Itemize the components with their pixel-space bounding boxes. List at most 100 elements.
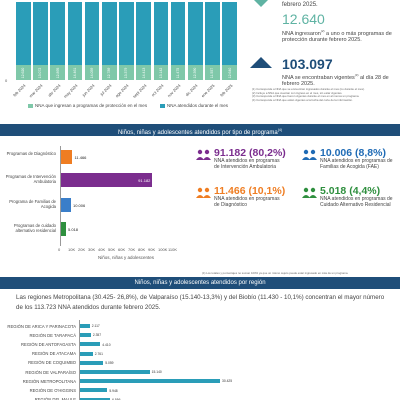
region-label: REGIÓN DE ATACAMA: [31, 351, 76, 357]
region-label: REGIÓN DE TARAPACÁ: [29, 332, 76, 338]
region-bar-value: 2.117: [91, 324, 100, 329]
programa-x-tick: 0: [58, 247, 61, 252]
bar-ingresos-1: [33, 65, 48, 80]
bar-ingresos-9: [170, 65, 186, 80]
footnotes-top: (1) Corresponde a NNA que se encuentran …: [252, 87, 365, 102]
region-label: REGIÓN DEL MAULE: [34, 397, 76, 400]
bar-ingresos-3: [67, 65, 83, 80]
region-label: REGIÓN DE O'HIGGINS: [29, 387, 76, 393]
programa-bar-0: [61, 150, 73, 164]
banner-region: Niños, niñas y adolescentes atendidos po…: [0, 277, 400, 289]
bar-atendidos-8: [153, 2, 169, 65]
region-axis-line: [79, 320, 80, 400]
bar-atendidos-6: [119, 2, 134, 65]
legend-swatch-green: [28, 103, 33, 108]
kpi-partial-text: febrero 2025.: [282, 2, 318, 8]
programa-category-label: Programas de Intervención Ambulatoria: [5, 174, 56, 184]
region-label: REGIÓN DE VALPARAÍSO: [25, 369, 76, 375]
bar-ingresos-7: [136, 65, 151, 80]
programa-x-tick: 40K: [98, 247, 106, 252]
bar-value-label: 13.072: [38, 67, 43, 79]
bar-atendidos-3: [67, 2, 83, 65]
region-label: REGIÓN METROPOLITANA: [22, 378, 76, 384]
legend-swatch-blue: [160, 103, 165, 108]
programa-bar-2: [61, 198, 71, 212]
kpi-diagnostico: 11.466 (10,1%) NNA atendidos en programa…: [196, 185, 296, 236]
bar-value-label: 14.059: [90, 67, 95, 79]
region-bar-5: [80, 370, 150, 374]
region-bar-value: 15.140: [151, 370, 162, 375]
programa-bar-value: 91.182: [138, 178, 151, 183]
programa-bar-1: [61, 173, 153, 187]
bar-value-label: 12.620: [21, 67, 26, 79]
region-bar-7: [80, 388, 108, 393]
region-bar-value: 2.357: [92, 333, 102, 338]
programa-axis-line: [60, 146, 61, 246]
region-bar-value: 5.948: [109, 388, 118, 393]
people-group-icon: [302, 186, 318, 198]
programa-footnote: (4) Los totales y porcentajes no suman 1…: [202, 271, 349, 275]
bar-value-label: 12.895: [55, 67, 60, 79]
programa-category-label: Programas de Diagnóstico: [6, 151, 56, 156]
bar-ingresos-5: [102, 65, 117, 80]
region-bar-3: [80, 351, 93, 356]
banner-programa: Niños, niñas y adolescentes atendidos po…: [0, 124, 400, 136]
kpi-residencial: 5.018 (4,4%) NNA atendidos en programas …: [302, 185, 400, 236]
region-bar-value: 6.556: [112, 397, 121, 400]
bar-atendidos-1: [33, 2, 48, 65]
kpi-panel-top: febrero 2025. 12.640 NNA ingresaron(2) a…: [244, 0, 400, 120]
bar-ingresos-6: [119, 65, 134, 80]
bar-ingresos-10: [188, 65, 203, 80]
bar-value-label: 11.475: [176, 67, 181, 79]
region-bar-value: 4.410: [102, 342, 111, 347]
kpi-ingresados-value: 12.640: [282, 11, 325, 27]
region-bar-value: 5.059: [105, 361, 114, 365]
bar-value-label: 12.640: [227, 67, 232, 79]
programa-x-tick: 10K: [68, 247, 76, 252]
programa-bar-value: 10.006: [73, 203, 86, 208]
kpi-vigentes-desc: NNA se encontraban vigentes(3) al día 28…: [282, 73, 389, 88]
bar-ingresos-4: [84, 65, 100, 80]
people-group-icon: [302, 148, 318, 160]
bar-atendidos-5: [102, 2, 117, 65]
programa-bar-3: [61, 222, 67, 236]
top-bar-chart: 12.620 feb 2024 13.072 mar 2024 12.895 abr 20…: [0, 0, 242, 120]
bar-atendidos-7: [136, 2, 151, 65]
region-intro: Las regiones Metropolitana (30.425- 26,8…: [16, 294, 385, 311]
region-bar-4: [80, 360, 104, 365]
programa-bar-value: 11.466: [74, 155, 87, 160]
programa-x-tick: 110K: [168, 247, 178, 252]
bar-ingresos-12: [222, 65, 237, 80]
bar-ingresos-11: [205, 65, 220, 80]
region-bar-2: [80, 342, 101, 347]
bar-value-label: 13.142: [158, 67, 163, 79]
triangle-up-icon: [250, 57, 272, 68]
bar-atendidos-2: [50, 2, 65, 65]
programa-x-tick: 70K: [128, 247, 136, 252]
bar-atendidos-10: [188, 2, 203, 65]
programa-xlabel: Niños, niñas y adolescentes: [98, 255, 155, 260]
region-label: REGIÓN DE ANTOFAGASTA: [21, 341, 76, 347]
people-group-icon: [196, 148, 212, 160]
bar-atendidos-9: [170, 2, 186, 65]
programa-x-tick: 60K: [118, 247, 126, 252]
bar-value-label: 12.789: [107, 67, 112, 79]
programa-x-tick: 90K: [148, 247, 156, 252]
bar-value-label: 11.557: [210, 67, 215, 79]
programa-x-tick: 50K: [108, 247, 116, 252]
bar-value-label: 14.413: [141, 67, 146, 79]
region-bar-chart: REGIÓN DE ARICA Y PARINACOTA 2.117 REGIÓN …: [0, 320, 400, 400]
region-label: REGIÓN DE ARICA Y PARINACOTA: [7, 323, 76, 329]
programa-category-label: Programa de Familias de Acogida: [9, 199, 56, 209]
programa-x-tick: 30K: [88, 247, 96, 252]
triangle-down-icon: [252, 0, 270, 7]
bar-ingresos-2: [50, 65, 65, 80]
region-bar-8: [80, 397, 111, 400]
bar-atendidos-0: [16, 2, 31, 65]
kpi-ambulatoria: 91.182 (80,2%) NNA atendidos en programa…: [196, 147, 296, 198]
bar-ingresos-0: [16, 65, 31, 80]
region-bar-1: [80, 333, 91, 338]
bar-value-label: 12.390: [193, 67, 198, 79]
region-bar-0: [80, 324, 90, 328]
